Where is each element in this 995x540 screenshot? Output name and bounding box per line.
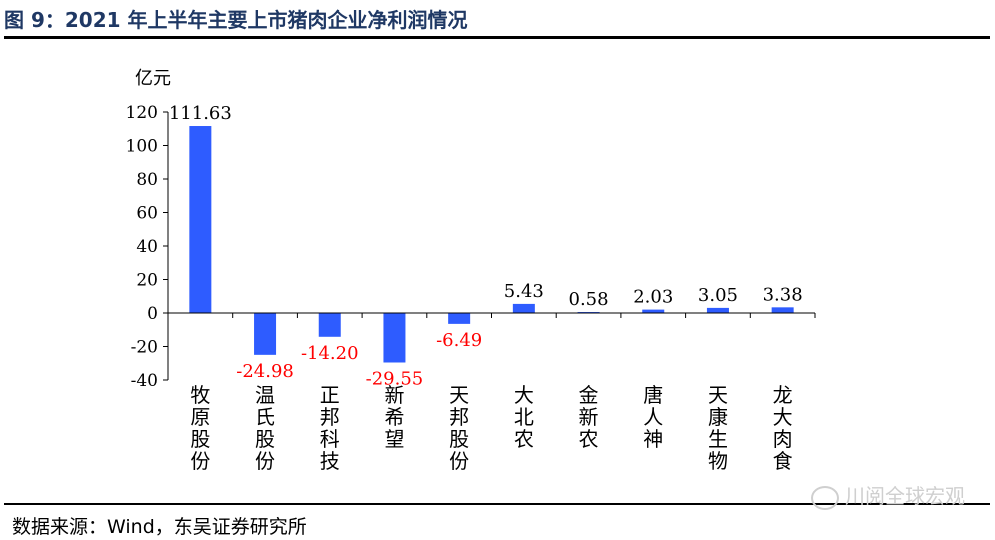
bar: [706, 307, 729, 313]
y-tick-label: 0: [147, 304, 158, 324]
watermark-text: 川阅全球宏观: [845, 484, 965, 508]
y-tick-label: -40: [131, 371, 158, 391]
y-tick-label: 100: [126, 137, 158, 157]
y-tick-label: 80: [136, 170, 158, 190]
bar: [512, 303, 535, 313]
data-label: -14.20: [301, 343, 359, 364]
watermark: 川阅全球宏观: [811, 480, 965, 510]
data-label: -29.55: [366, 368, 424, 389]
bar: [254, 313, 277, 355]
data-label: 111.63: [169, 103, 232, 124]
bar: [189, 126, 212, 314]
category-label: 牧原股份: [190, 383, 210, 473]
data-labels: 111.63 -24.98 -14.20 -29.55 -6.49 5.43 0.58 2.0…: [169, 103, 803, 389]
data-label: 5.43: [504, 281, 544, 302]
bars: [189, 126, 794, 363]
data-label: 2.03: [633, 287, 673, 308]
bottom-rule: [4, 503, 990, 505]
category-label: 唐人神: [643, 383, 663, 451]
y-tick-label: 40: [136, 237, 158, 257]
bar: [771, 307, 794, 313]
category-label: 大北农: [514, 383, 534, 451]
category-label: 龙大肉食: [773, 383, 793, 473]
y-axis: -40 -20 0 20 40 60 80 100 120: [126, 103, 169, 391]
bar: [383, 313, 406, 363]
source-note: 数据来源：Wind，东吴证券研究所: [12, 516, 307, 538]
y-axis-label: 亿元: [135, 68, 171, 89]
y-tick-label: 120: [126, 103, 158, 123]
data-label: 3.38: [763, 284, 803, 305]
bar: [448, 313, 471, 324]
chat-bubble-icon: [811, 485, 839, 510]
bar: [318, 313, 341, 337]
bar-chart: 亿元 -40 -20 0 20 40 60 80 100 120 111.63 -24.98 -14…: [126, 68, 816, 473]
figure-title: 图 9：2021 年上半年主要上市猪肉企业净利润情况: [4, 8, 468, 32]
category-label: 金新农: [579, 383, 599, 451]
y-tick-label: -20: [131, 338, 158, 358]
data-label: 3.05: [698, 285, 738, 306]
category-labels: 牧原股份 温氏股份 正邦科技 新希望 天邦股份 大北农 金新农 唐人神 天康生物 龙大肉食: [190, 383, 792, 473]
top-rule: [4, 36, 990, 39]
category-label: 新希望: [384, 383, 404, 451]
y-tick-label: 20: [136, 271, 158, 291]
data-label: 0.58: [569, 289, 609, 310]
data-label: -6.49: [436, 330, 482, 351]
data-label: -24.98: [236, 361, 294, 382]
category-label: 天邦股份: [449, 383, 469, 473]
bar: [642, 309, 665, 313]
category-label: 温氏股份: [255, 383, 275, 473]
category-label: 天康生物: [708, 383, 728, 473]
x-axis: [167, 312, 816, 318]
category-label: 正邦科技: [320, 383, 340, 473]
y-tick-label: 60: [136, 204, 158, 224]
